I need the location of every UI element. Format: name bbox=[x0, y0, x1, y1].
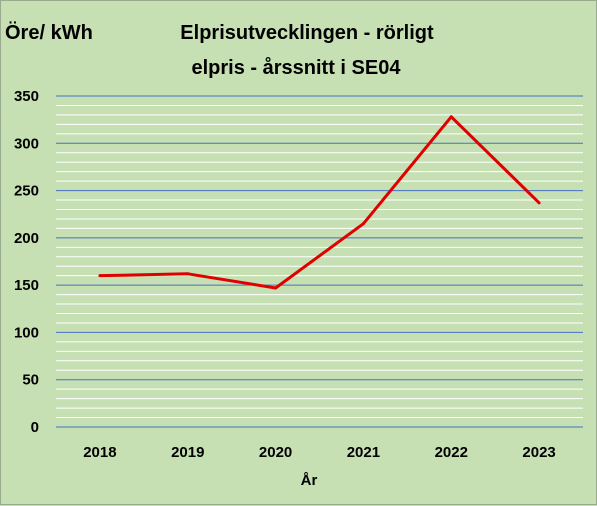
x-tick-label: 2020 bbox=[259, 444, 292, 461]
y-tick-label: 300 bbox=[14, 135, 39, 152]
x-tick-label: 2019 bbox=[171, 444, 204, 461]
major-gridlines bbox=[56, 95, 583, 428]
y-tick-label: 150 bbox=[14, 277, 39, 294]
x-axis-ticks: 2018 2019 2020 2021 2022 2023 bbox=[83, 444, 556, 461]
data-point bbox=[361, 222, 365, 226]
data-point bbox=[186, 272, 190, 276]
data-point bbox=[98, 274, 102, 278]
y-axis-ticks: 0 50 100 150 200 250 300 350 bbox=[14, 88, 39, 436]
y-tick-label: 100 bbox=[14, 324, 39, 341]
chart-title-line1: Elprisutvecklingen - rörligt bbox=[180, 22, 434, 44]
data-series bbox=[98, 115, 541, 290]
minor-gridlines bbox=[56, 104, 583, 419]
y-tick-label: 50 bbox=[22, 372, 39, 389]
chart-title-line2: elpris - årssnitt i SE04 bbox=[192, 56, 402, 79]
x-tick-label: 2022 bbox=[435, 444, 468, 461]
y-axis-unit-label: Öre/ kWh bbox=[5, 21, 93, 44]
data-point bbox=[537, 201, 541, 205]
y-tick-label: 250 bbox=[14, 183, 39, 200]
x-axis-label: År bbox=[301, 472, 318, 489]
x-tick-label: 2021 bbox=[347, 444, 380, 461]
x-tick-label: 2018 bbox=[83, 444, 116, 461]
y-tick-label: 200 bbox=[14, 230, 39, 247]
series-line bbox=[99, 115, 541, 290]
x-tick-label: 2023 bbox=[522, 444, 555, 461]
y-tick-label: 350 bbox=[14, 88, 39, 105]
y-tick-label: 0 bbox=[31, 419, 39, 436]
data-point bbox=[449, 115, 453, 119]
data-point bbox=[274, 286, 278, 290]
